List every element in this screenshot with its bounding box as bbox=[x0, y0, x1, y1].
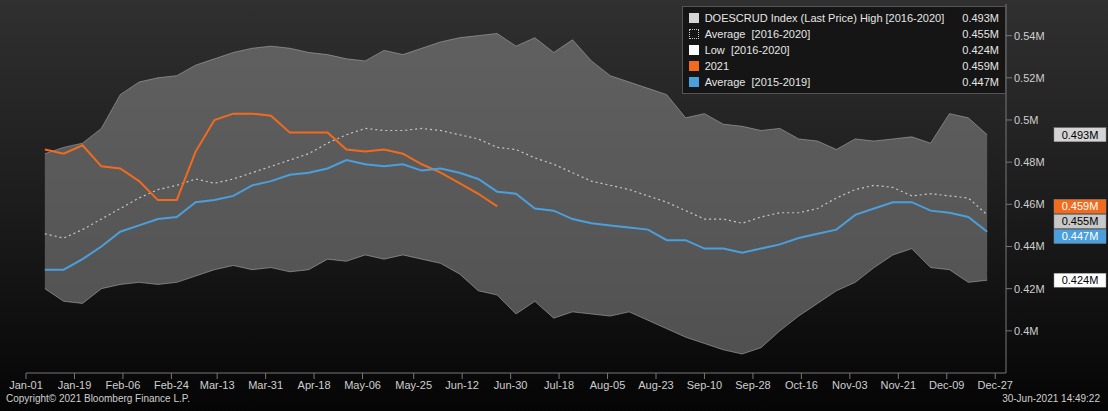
svg-text:May-25: May-25 bbox=[395, 379, 432, 391]
svg-text:Oct-16: Oct-16 bbox=[785, 379, 818, 391]
html-text:0.459M: 0.459M bbox=[962, 60, 999, 72]
html-text:Copyright© 2021 Bloomberg Fina: Copyright© 2021 Bloomberg Finance L.P. bbox=[6, 393, 190, 404]
svg-text:0.455M: 0.455M bbox=[1062, 215, 1099, 227]
svg-text:May-06: May-06 bbox=[344, 379, 381, 391]
html-text:30-Jun-2021 14:49:22: 30-Jun-2021 14:49:22 bbox=[1002, 393, 1100, 404]
html-text:Low [2016-2020]: Low [2016-2020] bbox=[704, 44, 790, 56]
html-text:0.455M: 0.455M bbox=[962, 28, 999, 40]
svg-text:Jan-01: Jan-01 bbox=[9, 379, 43, 391]
svg-text:Nov-03: Nov-03 bbox=[832, 379, 867, 391]
svg-text:Sep-28: Sep-28 bbox=[735, 379, 770, 391]
html-text:Average [2015-2019]: Average [2015-2019] bbox=[704, 76, 811, 88]
svg-text:0.459M: 0.459M bbox=[1062, 200, 1099, 212]
svg-text:Dec-27: Dec-27 bbox=[977, 379, 1012, 391]
svg-text:Feb-24: Feb-24 bbox=[154, 379, 189, 391]
svg-text:0.447M: 0.447M bbox=[1062, 230, 1099, 242]
html-text:0.424M: 0.424M bbox=[962, 44, 999, 56]
svg-text:0.493M: 0.493M bbox=[1062, 129, 1099, 141]
svg-text:Feb-06: Feb-06 bbox=[105, 379, 140, 391]
svg-text:0.46M: 0.46M bbox=[1014, 198, 1045, 210]
svg-text:Aug-05: Aug-05 bbox=[590, 379, 625, 391]
html-text:Average [2016-2020]: Average [2016-2020] bbox=[704, 28, 811, 40]
svg-text:0.5M: 0.5M bbox=[1014, 114, 1038, 126]
svg-text:Aug-23: Aug-23 bbox=[638, 379, 673, 391]
svg-text:Jun-30: Jun-30 bbox=[494, 379, 528, 391]
html-text:0.447M: 0.447M bbox=[962, 76, 999, 88]
svg-text:0.44M: 0.44M bbox=[1014, 240, 1045, 252]
svg-text:0.42M: 0.42M bbox=[1014, 283, 1045, 295]
html-text:DOESCRUD Index (Last Price) Hi: DOESCRUD Index (Last Price) High [2016-2… bbox=[704, 12, 945, 24]
svg-text:Mar-31: Mar-31 bbox=[248, 379, 283, 391]
svg-text:Jun-12: Jun-12 bbox=[445, 379, 479, 391]
svg-text:Nov-21: Nov-21 bbox=[881, 379, 916, 391]
svg-text:0.4M: 0.4M bbox=[1014, 325, 1038, 337]
svg-text:0.52M: 0.52M bbox=[1014, 72, 1045, 84]
svg-text:0.48M: 0.48M bbox=[1014, 156, 1045, 168]
svg-text:Dec-09: Dec-09 bbox=[929, 379, 964, 391]
html-text:0.493M: 0.493M bbox=[962, 12, 999, 24]
svg-text:Apr-18: Apr-18 bbox=[298, 379, 331, 391]
html-text:2021: 2021 bbox=[704, 60, 730, 72]
svg-text:0.54M: 0.54M bbox=[1014, 30, 1045, 42]
svg-text:Sep-10: Sep-10 bbox=[687, 379, 722, 391]
svg-text:Jul-18: Jul-18 bbox=[544, 379, 574, 391]
svg-text:0.424M: 0.424M bbox=[1062, 274, 1099, 286]
svg-text:Jan-19: Jan-19 bbox=[58, 379, 92, 391]
svg-text:Mar-13: Mar-13 bbox=[200, 379, 235, 391]
